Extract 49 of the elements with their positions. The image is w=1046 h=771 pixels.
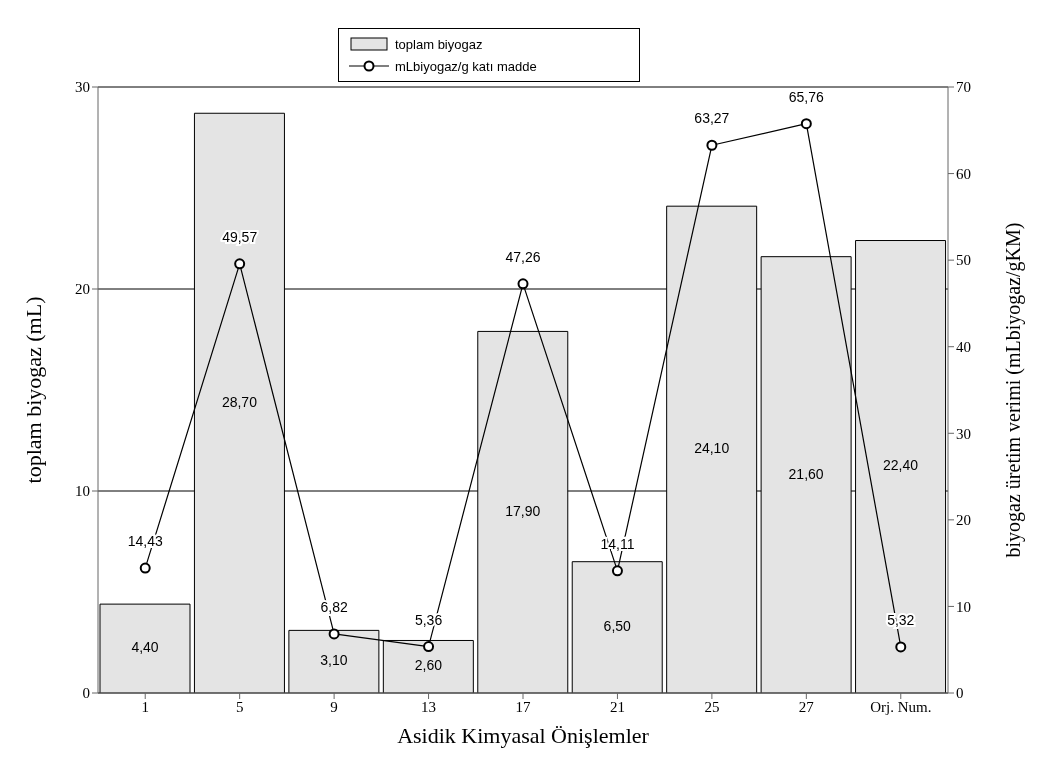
y2-tick-label: 20	[956, 512, 971, 529]
point	[895, 641, 907, 653]
legend-label: toplam biyogaz	[395, 36, 483, 52]
x-axis-title: Asidik Kimyasal Önişlemler	[397, 723, 650, 748]
y-tick-label: 20	[75, 281, 90, 298]
y-axis-title: toplam biyogaz (mL)	[20, 296, 46, 484]
y2-tick-label: 40	[956, 339, 971, 356]
point	[139, 562, 151, 574]
y2-tick-label: 60	[956, 165, 971, 182]
point	[611, 565, 623, 577]
data-label: 65,76	[788, 88, 825, 105]
x-tick-label: Orj. Num.	[870, 698, 932, 715]
data-label: 47,26	[505, 248, 541, 265]
y2-axis-title: biyogaz üretim verimi (mLbiyogaz/gKM)	[1002, 222, 1026, 558]
x-tick-label: 5	[235, 698, 244, 715]
data-label: 6,50	[603, 618, 632, 635]
data-label: 63,27	[694, 110, 730, 127]
y2-tick-label: 50	[956, 252, 971, 269]
point	[234, 258, 246, 270]
data-label: 4,40	[131, 639, 159, 656]
x-tick-label: 1	[141, 698, 149, 715]
data-label: 3,10	[320, 652, 348, 669]
legend-label: mLbiyogaz/g katı madde	[395, 58, 537, 74]
x-tick-label: 27	[798, 698, 815, 715]
point	[328, 628, 340, 640]
x-tick-label: 25	[704, 698, 720, 715]
x-tick-label: 13	[421, 698, 437, 715]
y2-tick-label: 0	[956, 685, 964, 702]
x-tick-label: 17	[515, 698, 531, 715]
y2-tick-label: 70	[956, 79, 971, 96]
point	[706, 139, 718, 151]
bar	[99, 603, 191, 693]
data-label: 24,10	[694, 440, 730, 457]
point	[423, 641, 435, 653]
data-label: 2,60	[414, 657, 443, 674]
x-tick-label: 21	[609, 698, 625, 715]
data-label: 21,60	[788, 465, 824, 482]
data-label: 28,70	[221, 393, 258, 410]
point	[517, 278, 529, 290]
data-label: 17,90	[505, 502, 541, 519]
x-tick-label: 9	[330, 698, 338, 715]
y2-tick-label: 30	[956, 425, 971, 442]
y-tick-label: 30	[75, 79, 90, 96]
point	[800, 118, 812, 130]
y-tick-label: 10	[75, 483, 90, 500]
data-label: 22,40	[883, 457, 919, 474]
data-label: 49,57	[222, 228, 258, 245]
y-tick-label: 0	[82, 685, 90, 702]
y2-tick-label: 10	[956, 598, 971, 615]
